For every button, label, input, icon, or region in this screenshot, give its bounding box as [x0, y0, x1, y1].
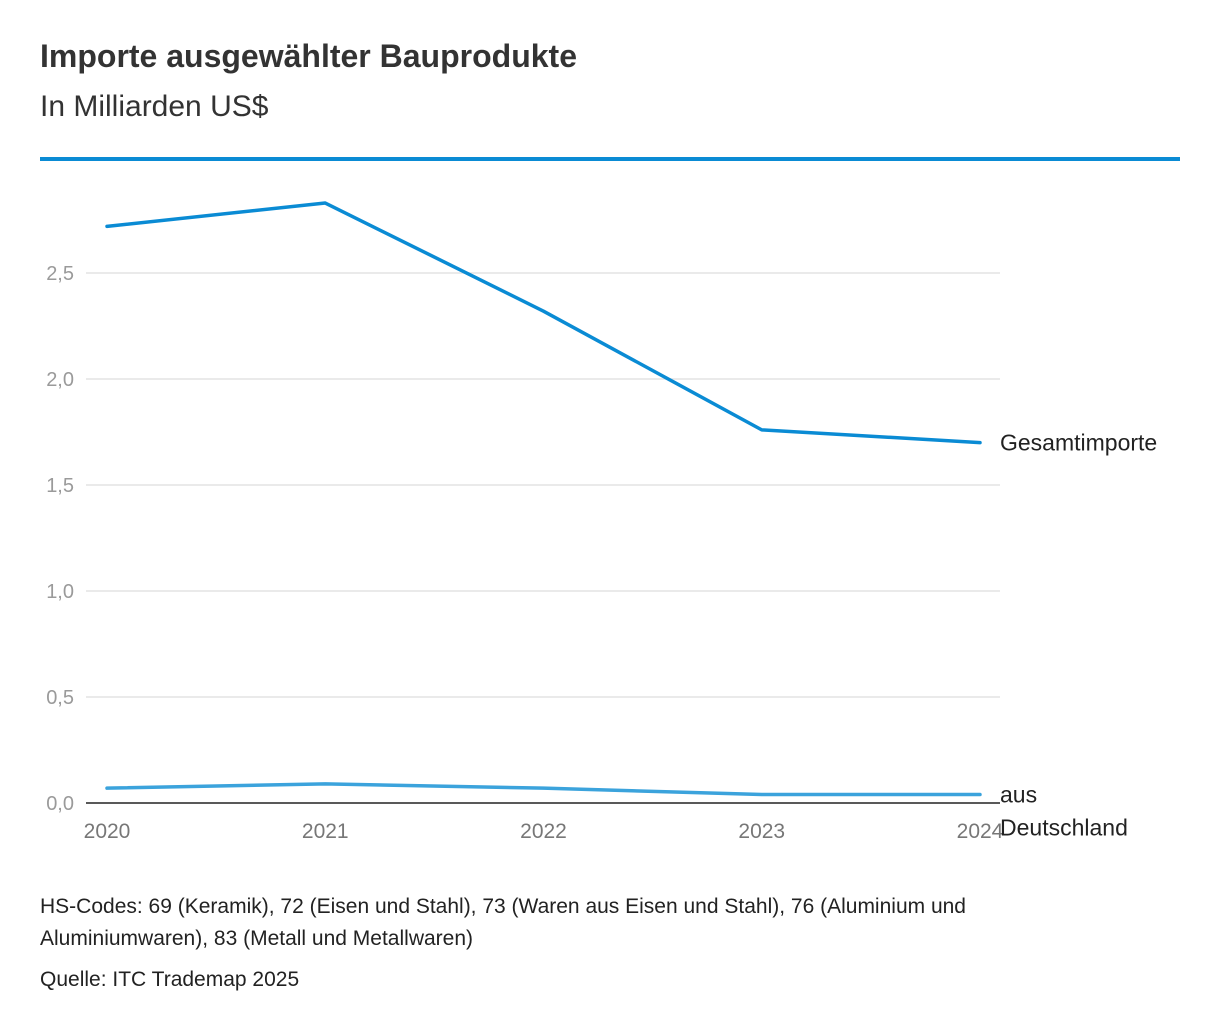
series-labels: Gesamtimporte aus Deutschland: [1000, 430, 1157, 841]
y-tick-label: 1,5: [46, 475, 74, 497]
x-tick-label: 2023: [738, 820, 785, 843]
series-label-line: Gesamtimporte: [1000, 430, 1157, 456]
x-axis-ticks: 2020 2021 2022 2023 2024: [84, 820, 1004, 843]
y-tick-label: 1,0: [46, 581, 74, 603]
line-chart: 0,00,51,01,52,02,5 2020 2021 2022 2023 2024 …: [0, 0, 1220, 1036]
x-tick-label: 2020: [84, 820, 131, 843]
hs-codes-note-line1: HS-Codes: 69 (Keramik), 72 (Eisen und St…: [40, 891, 1190, 923]
x-tick-label: 2024: [957, 820, 1004, 843]
series-label-aus-deutschland: aus Deutschland: [1000, 782, 1128, 841]
x-tick-label: 2022: [520, 820, 567, 843]
y-axis-ticks: 0,0 0,5 1,0 1,5 2,0 2,5: [46, 263, 74, 815]
series-line-gesamtimporte: [107, 203, 980, 443]
x-tick-label: 2021: [302, 820, 349, 843]
series-label-line: Deutschland: [1000, 815, 1128, 841]
series-line-aus-deutschland: [107, 784, 980, 795]
y-tick-label: 0,5: [46, 687, 74, 709]
series-lines: [107, 203, 980, 795]
hs-codes-note-line2: Aluminiumwaren), 83 (Metall und Metallwa…: [40, 923, 1190, 955]
y-tick-label: 2,0: [46, 369, 74, 391]
grid-lines: [86, 273, 1000, 697]
series-label-gesamtimporte: Gesamtimporte: [1000, 430, 1157, 456]
y-tick-label: 2,5: [46, 263, 74, 285]
series-label-line: aus: [1000, 782, 1037, 808]
y-tick-label: 0,0: [46, 793, 74, 815]
hs-codes-note: HS-Codes: 69 (Keramik), 72 (Eisen und St…: [40, 891, 1190, 955]
source-note: Quelle: ITC Trademap 2025: [40, 964, 299, 996]
